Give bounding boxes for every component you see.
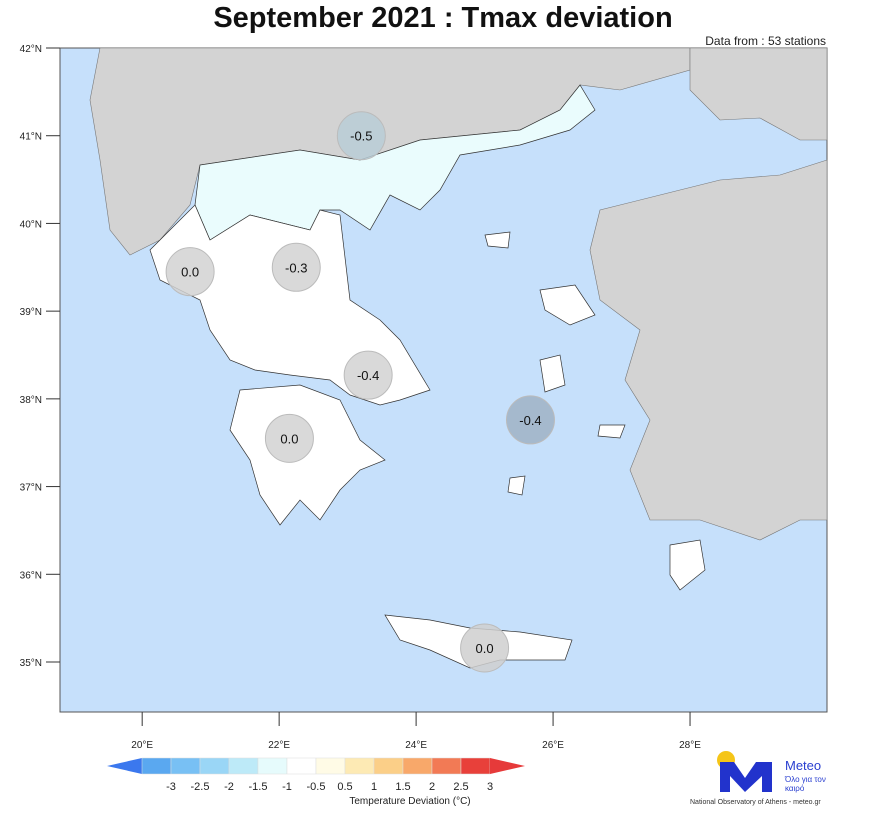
logo-name: Meteo (785, 758, 822, 773)
lat-tick-label: 38°N (20, 395, 42, 406)
region-value-marker: -0.3 (271, 242, 321, 292)
colorbar-bin (170, 757, 201, 775)
region-value: 0.0 (181, 265, 199, 280)
colorbar-bin (199, 757, 230, 775)
map-title: September 2021 : Tmax deviation (213, 2, 673, 34)
colorbar-bin (257, 757, 288, 775)
organization: National Observatory of Athens - meteo.g… (690, 799, 821, 806)
colorbar-bin (141, 757, 172, 775)
region-value-marker: -0.5 (336, 111, 386, 161)
lat-tick-label: 39°N (20, 307, 42, 318)
colorbar: -3 -2.5 -2 -1.5 -1 -0.5 0.5 1 1.5 2 2.5 3 (107, 757, 525, 793)
region-circle (264, 413, 314, 463)
region-circle (336, 111, 386, 161)
colorbar-tick-label: 0.5 (337, 781, 352, 793)
colorbar-tick-label: -3 (166, 781, 176, 793)
colorbar-tick-label: -1.5 (249, 781, 268, 793)
lat-tick-label: 36°N (20, 570, 42, 581)
region-circle (165, 247, 215, 297)
colorbar-max-arrow (490, 758, 525, 774)
region-value-marker: 0.0 (460, 623, 510, 673)
lat-tick-label: 40°N (20, 219, 42, 230)
colorbar-tick-label: -0.5 (307, 781, 326, 793)
colorbar-tick-label: 3 (487, 781, 493, 793)
axis-ticks: 20°E 22°E 24°E 26°E 28°E 42°N 41°N 40°N 39°N 38°N… (20, 44, 702, 751)
colorbar-tick-label: -1 (282, 781, 292, 793)
region-value: -0.4 (357, 368, 379, 383)
greece (149, 84, 706, 669)
lat-tick-label: 35°N (20, 658, 42, 669)
colorbar-tick-label: 2 (429, 781, 435, 793)
lat-tick-label: 42°N (20, 44, 42, 55)
neighbour-land (89, 47, 828, 541)
colorbar-min-arrow (107, 758, 142, 774)
region-value: -0.5 (350, 129, 372, 144)
lon-tick-label: 26°E (542, 740, 564, 751)
lon-tick-label: 28°E (679, 740, 701, 751)
logo-tagline: Όλο για τον καιρό (785, 775, 826, 793)
region-value: -0.4 (519, 413, 541, 428)
region-value-marker: 0.0 (264, 413, 314, 463)
region-value-marker: -0.4 (505, 395, 555, 445)
region-circle (460, 623, 510, 673)
region-value-marker: -0.4 (343, 350, 393, 400)
colorbar-bin (315, 757, 346, 775)
region-circle (505, 395, 555, 445)
lon-tick-label: 20°E (131, 740, 153, 751)
stations-note: Data from : 53 stations (705, 34, 826, 48)
region-markers: -0.5 0.0 -0.3 -0.4 0.0 -0.4 0.0 (165, 111, 555, 673)
lon-tick-label: 22°E (268, 740, 290, 751)
colorbar-bin (402, 757, 433, 775)
colorbar-tick-label: -2.5 (191, 781, 210, 793)
colorbar-bin (344, 757, 375, 775)
colorbar-tick-label: 2.5 (453, 781, 468, 793)
colorbar-tick-label: -2 (224, 781, 234, 793)
region-value: 0.0 (280, 431, 298, 446)
colorbar-bin (431, 757, 462, 775)
meteo-logo (712, 748, 852, 818)
region-circle (271, 242, 321, 292)
lon-tick-label: 24°E (405, 740, 427, 751)
colorbar-bin (373, 757, 404, 775)
region-value-marker: 0.0 (165, 247, 215, 297)
colorbar-tick-label: 1 (371, 781, 377, 793)
colorbar-bin (460, 757, 491, 775)
colorbar-label: Temperature Deviation (°C) (349, 796, 470, 807)
colorbar-bin (286, 757, 317, 775)
region-value: -0.3 (285, 260, 307, 275)
lat-tick-label: 37°N (20, 483, 42, 494)
colorbar-tick-label: 1.5 (395, 781, 410, 793)
lat-tick-label: 41°N (20, 132, 42, 143)
region-circle (343, 350, 393, 400)
region-value: 0.0 (476, 641, 494, 656)
colorbar-bin (228, 757, 259, 775)
